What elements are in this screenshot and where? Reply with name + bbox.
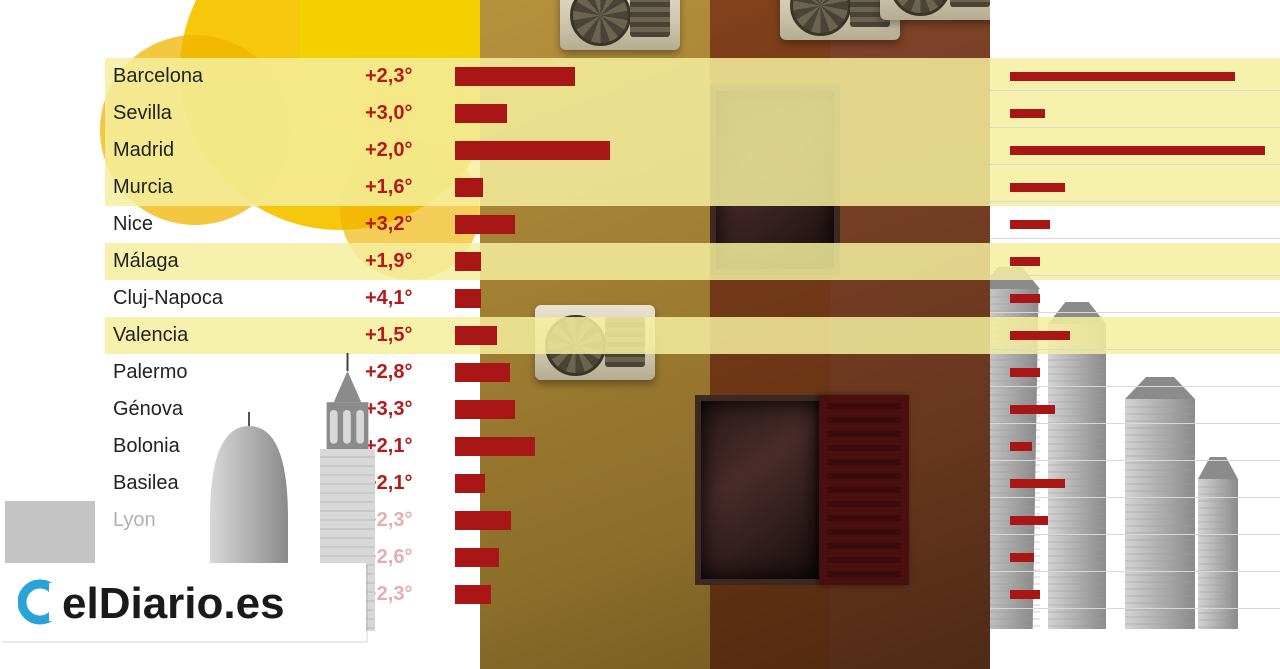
city-value: +4,1° — [365, 287, 455, 310]
bar-primary — [455, 400, 515, 419]
city-value: +2,6° — [365, 546, 455, 569]
city-value: +2,0° — [365, 139, 455, 162]
bar-primary — [455, 511, 511, 530]
city-name: Murcia — [105, 176, 365, 199]
city-name: Madrid — [105, 139, 365, 162]
bar-secondary — [1010, 72, 1235, 81]
bar-secondary — [1010, 294, 1040, 303]
bar-secondary — [1010, 220, 1050, 229]
city-row: Lyon+2,3° — [105, 502, 1280, 539]
city-name: Barcelona — [105, 65, 365, 88]
bar-primary — [455, 215, 515, 234]
city-value: +2,3° — [365, 65, 455, 88]
city-value: +3,0° — [365, 102, 455, 125]
city-row: Basilea+2,1° — [105, 465, 1280, 502]
city-row: Palermo+2,8° — [105, 354, 1280, 391]
city-value: +2,3° — [365, 509, 455, 532]
cities-chart: Barcelona+2,3°Sevilla+3,0°Madrid+2,0°Mur… — [105, 58, 1280, 613]
ac-unit-icon — [880, 0, 990, 20]
city-name: Valencia — [105, 324, 365, 347]
bar-primary — [455, 437, 535, 456]
city-name: Málaga — [105, 250, 365, 273]
bar-secondary — [1010, 479, 1065, 488]
bar-primary — [455, 289, 481, 308]
city-row: Málaga+1,9° — [105, 243, 1280, 280]
city-row: Barcelona+2,3° — [105, 58, 1280, 95]
city-row: Valencia+1,5° — [105, 317, 1280, 354]
bar-primary — [455, 548, 499, 567]
city-name: Cluj-Napoca — [105, 287, 365, 310]
bar-primary — [455, 326, 497, 345]
city-row: Cluj-Napoca+4,1° — [105, 280, 1280, 317]
bar-secondary — [1010, 183, 1065, 192]
bar-secondary — [1010, 553, 1034, 562]
logo-ring-icon — [22, 583, 63, 621]
bar-primary — [455, 104, 507, 123]
eldiario-logo: elDiario.es — [0, 563, 366, 641]
city-value: +2,1° — [365, 435, 455, 458]
logo-text: elDiario.es — [62, 579, 285, 627]
city-row: Murcia+1,6° — [105, 169, 1280, 206]
bar-primary — [455, 252, 481, 271]
bar-primary — [455, 67, 575, 86]
bar-secondary — [1010, 442, 1032, 451]
city-name: Basilea — [105, 472, 365, 495]
city-name: Nice — [105, 213, 365, 236]
bar-primary — [455, 363, 510, 382]
city-name: Bolonia — [105, 435, 365, 458]
city-row: Bolonia+2,1° — [105, 428, 1280, 465]
city-value: +1,9° — [365, 250, 455, 273]
ac-unit-icon — [560, 0, 680, 50]
bar-secondary — [1010, 405, 1055, 414]
bar-secondary — [1010, 590, 1040, 599]
city-value: +2,1° — [365, 472, 455, 495]
bar-secondary — [1010, 331, 1070, 340]
city-value: +3,2° — [365, 213, 455, 236]
bar-primary — [455, 178, 483, 197]
city-value: +3,3° — [365, 398, 455, 421]
city-row: Génova+3,3° — [105, 391, 1280, 428]
city-row: Sevilla+3,0° — [105, 95, 1280, 132]
city-row: Nice+3,2° — [105, 206, 1280, 243]
city-value: +1,5° — [365, 324, 455, 347]
bar-secondary — [1010, 516, 1048, 525]
city-value: +2,8° — [365, 361, 455, 384]
city-name: Sevilla — [105, 102, 365, 125]
city-row: Madrid+2,0° — [105, 132, 1280, 169]
city-value: +1,6° — [365, 176, 455, 199]
bar-primary — [455, 474, 485, 493]
bar-primary — [455, 141, 610, 160]
city-name: Palermo — [105, 361, 365, 384]
city-name: Lyon — [105, 509, 365, 532]
city-name: Génova — [105, 398, 365, 421]
bar-secondary — [1010, 257, 1040, 266]
bar-secondary — [1010, 146, 1265, 155]
bar-secondary — [1010, 109, 1045, 118]
city-value: +2,3° — [365, 583, 455, 606]
bar-primary — [455, 585, 491, 604]
bar-secondary — [1010, 368, 1040, 377]
